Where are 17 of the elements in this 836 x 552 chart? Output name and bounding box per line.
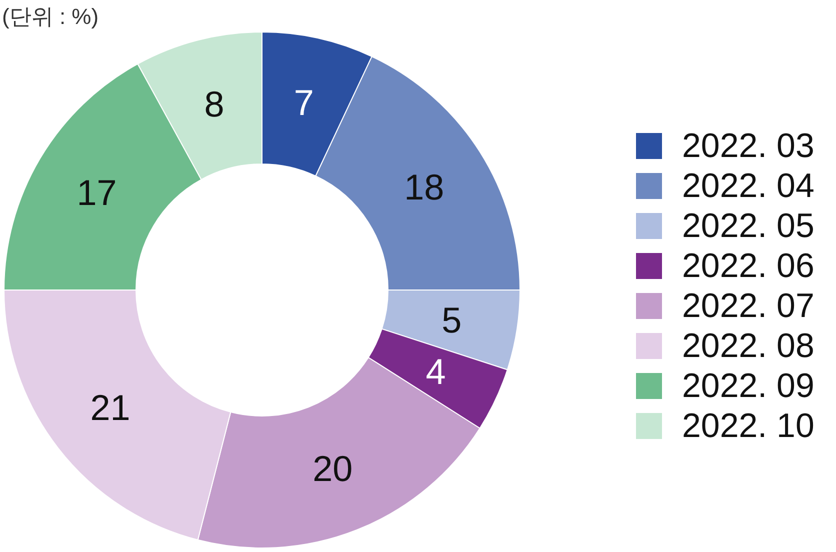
legend-label: 2022. 07 — [682, 287, 814, 325]
legend-label: 2022. 10 — [682, 407, 814, 445]
legend-label: 2022. 09 — [682, 367, 814, 405]
data-label: 4 — [426, 351, 446, 392]
legend-label: 2022. 03 — [682, 127, 814, 165]
legend-label: 2022. 08 — [682, 327, 814, 365]
text: (단위 : %) — [2, 4, 99, 29]
legend-label: 2022. 05 — [682, 207, 814, 245]
legend-label: 2022. 04 — [682, 167, 814, 205]
data-label: 7 — [294, 82, 314, 124]
data-label: 5 — [442, 300, 462, 341]
data-label: 21 — [90, 387, 130, 428]
data-label: 18 — [404, 166, 444, 208]
data-label: 17 — [76, 172, 117, 213]
legend-label: 2022. 06 — [682, 247, 814, 285]
data-label: 20 — [312, 448, 353, 490]
data-label: 8 — [204, 84, 224, 125]
